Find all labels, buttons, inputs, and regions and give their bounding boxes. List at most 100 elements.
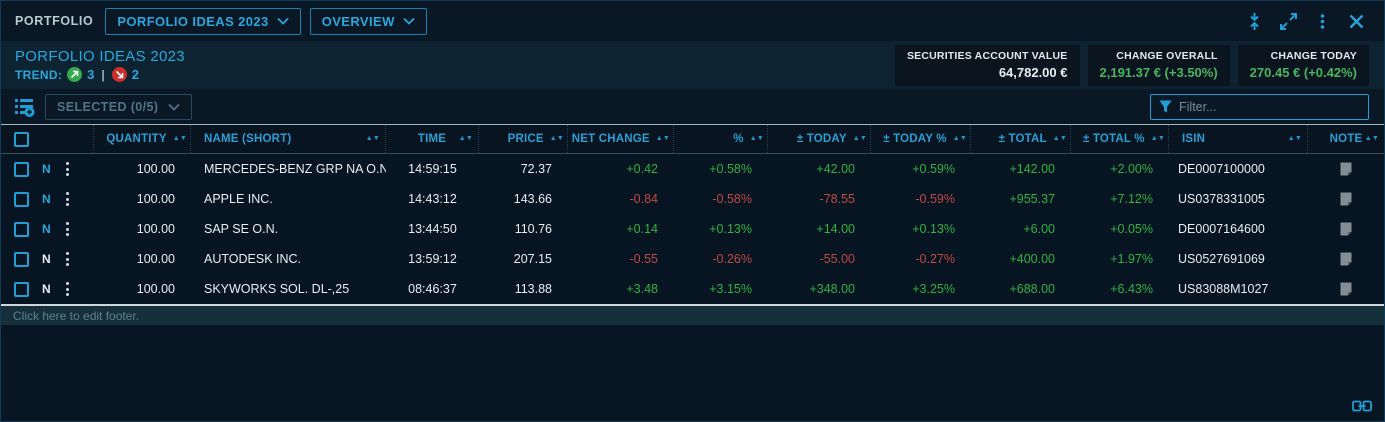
table-row[interactable]: N 100.00 AUTODESK INC. 13:59:12 207.15 -… (1, 244, 1384, 274)
cell-today: +348.00 (768, 282, 871, 296)
column-header-net-change[interactable]: NET CHANGE▲▼ (568, 125, 674, 153)
sort-icon[interactable]: ▲▼ (1365, 136, 1379, 142)
sort-icon[interactable]: ▲▼ (750, 136, 764, 142)
cell-quantity: 100.00 (94, 282, 191, 296)
row-select-cell: N (1, 250, 94, 268)
cell-price: 110.76 (479, 222, 568, 236)
cell-quantity: 100.00 (94, 252, 191, 266)
row-menu-icon[interactable] (64, 220, 71, 238)
row-select-cell: N (1, 280, 94, 298)
expand-icon[interactable] (1279, 12, 1298, 31)
row-flag-badge[interactable]: N (42, 192, 51, 206)
column-header-percent[interactable]: %▲▼ (674, 125, 768, 153)
footer-text: Click here to edit footer. (13, 309, 139, 323)
cell-note (1308, 161, 1384, 177)
column-header-time[interactable]: TIME▲▼ (386, 125, 479, 153)
sort-icon[interactable]: ▲▼ (550, 136, 564, 142)
close-icon[interactable] (1347, 12, 1366, 31)
row-flag-badge[interactable]: N (42, 222, 51, 236)
row-checkbox[interactable] (14, 222, 29, 237)
table-row[interactable]: N 100.00 APPLE INC. 14:43:12 143.66 -0.8… (1, 184, 1384, 214)
column-header-total[interactable]: ± TOTAL▲▼ (971, 125, 1071, 153)
note-icon[interactable] (1338, 281, 1354, 297)
column-header-today-percent[interactable]: ± TODAY %▲▼ (871, 125, 971, 153)
column-header-quantity[interactable]: QUANTITY▲▼ (94, 125, 191, 153)
row-menu-icon[interactable] (64, 160, 71, 178)
row-menu-icon[interactable] (64, 250, 71, 268)
window-controls (1245, 12, 1370, 31)
note-icon[interactable] (1338, 251, 1354, 267)
column-header-note[interactable]: NOTE▲▼ (1308, 125, 1384, 153)
trend-up-icon (67, 67, 82, 82)
view-select-dropdown[interactable]: OVERVIEW (310, 8, 427, 35)
row-flag-badge[interactable]: N (42, 282, 51, 296)
add-to-list-icon[interactable] (13, 96, 35, 118)
cell-isin: US0527691069 (1169, 252, 1308, 266)
portfolio-select-value: PORFOLIO IDEAS 2023 (117, 14, 268, 29)
column-header-name[interactable]: NAME (SHORT)▲▼ (191, 125, 386, 153)
cell-total: +142.00 (971, 162, 1071, 176)
cell-net-change: +3.48 (568, 282, 674, 296)
column-header-today[interactable]: ± TODAY▲▼ (768, 125, 871, 153)
cell-today-percent: -0.27% (871, 252, 971, 266)
sort-icon[interactable]: ▲▼ (1053, 136, 1067, 142)
row-menu-icon[interactable] (64, 190, 71, 208)
cell-today-percent: -0.59% (871, 192, 971, 206)
sort-icon[interactable]: ▲▼ (656, 136, 670, 142)
view-select-value: OVERVIEW (322, 14, 395, 29)
row-checkbox[interactable] (14, 282, 29, 297)
select-all-checkbox[interactable] (14, 132, 29, 147)
cell-total: +6.00 (971, 222, 1071, 236)
sort-icon[interactable]: ▲▼ (1288, 136, 1302, 142)
kebab-menu-icon[interactable] (1313, 12, 1332, 31)
sort-icon[interactable]: ▲▼ (366, 136, 380, 142)
row-checkbox[interactable] (14, 192, 29, 207)
cell-net-change: +0.14 (568, 222, 674, 236)
row-checkbox[interactable] (14, 252, 29, 267)
cell-total-percent: +0.05% (1071, 222, 1169, 236)
collapse-vertical-icon[interactable] (1245, 12, 1264, 31)
cell-quantity: 100.00 (94, 162, 191, 176)
sort-icon[interactable]: ▲▼ (953, 136, 967, 142)
link-windows-icon[interactable] (1352, 399, 1372, 413)
cell-quantity: 100.00 (94, 222, 191, 236)
table-row[interactable]: N 100.00 SAP SE O.N. 13:44:50 110.76 +0.… (1, 214, 1384, 244)
portfolio-window: PORTFOLIO PORFOLIO IDEAS 2023 OVERVIEW (0, 0, 1385, 422)
portfolio-title: PORFOLIO IDEAS 2023 (15, 48, 185, 65)
row-flag-badge[interactable]: N (42, 252, 51, 266)
trend-down-count: 2 (132, 67, 139, 82)
cell-total: +688.00 (971, 282, 1071, 296)
cell-note (1308, 251, 1384, 267)
cell-price: 72.37 (479, 162, 568, 176)
table-row[interactable]: N 100.00 SKYWORKS SOL. DL-,25 08:46:37 1… (1, 274, 1384, 304)
row-flag-badge[interactable]: N (42, 162, 51, 176)
cell-isin: DE0007164600 (1169, 222, 1308, 236)
filter-input[interactable] (1179, 100, 1360, 114)
column-header-price[interactable]: PRICE▲▼ (479, 125, 568, 153)
sort-icon[interactable]: ▲▼ (459, 136, 473, 142)
portfolio-select-dropdown[interactable]: PORFOLIO IDEAS 2023 (105, 8, 300, 35)
sort-icon[interactable]: ▲▼ (173, 136, 187, 142)
portfolio-header: PORFOLIO IDEAS 2023 TREND: 3 | 2 SECURIT… (1, 41, 1384, 89)
row-checkbox[interactable] (14, 162, 29, 177)
sort-icon[interactable]: ▲▼ (853, 136, 867, 142)
cell-net-change-percent: +0.58% (674, 162, 768, 176)
cell-total-percent: +7.12% (1071, 192, 1169, 206)
chevron-down-icon (403, 17, 415, 25)
row-menu-icon[interactable] (64, 280, 71, 298)
note-icon[interactable] (1338, 221, 1354, 237)
column-header-isin[interactable]: ISIN▲▼ (1169, 125, 1308, 153)
stat-value: 2,191.37 € (+3.50%) (1100, 65, 1218, 80)
table-row[interactable]: N 100.00 MERCEDES-BENZ GRP NA O.N. 14:59… (1, 154, 1384, 184)
trend-down-icon (112, 67, 127, 82)
editable-footer[interactable]: Click here to edit footer. (1, 304, 1384, 325)
cell-time: 14:59:15 (386, 162, 479, 176)
selected-dropdown[interactable]: SELECTED (0/5) (45, 94, 192, 120)
stat-securities-account-value: SECURITIES ACCOUNT VALUE 64,782.00 € (895, 45, 1080, 86)
sort-icon[interactable]: ▲▼ (1151, 136, 1165, 142)
stat-value: 270.45 € (+0.42%) (1250, 65, 1357, 80)
note-icon[interactable] (1338, 191, 1354, 207)
app-label: PORTFOLIO (15, 14, 93, 28)
column-header-total-percent[interactable]: ± TOTAL %▲▼ (1071, 125, 1169, 153)
note-icon[interactable] (1338, 161, 1354, 177)
